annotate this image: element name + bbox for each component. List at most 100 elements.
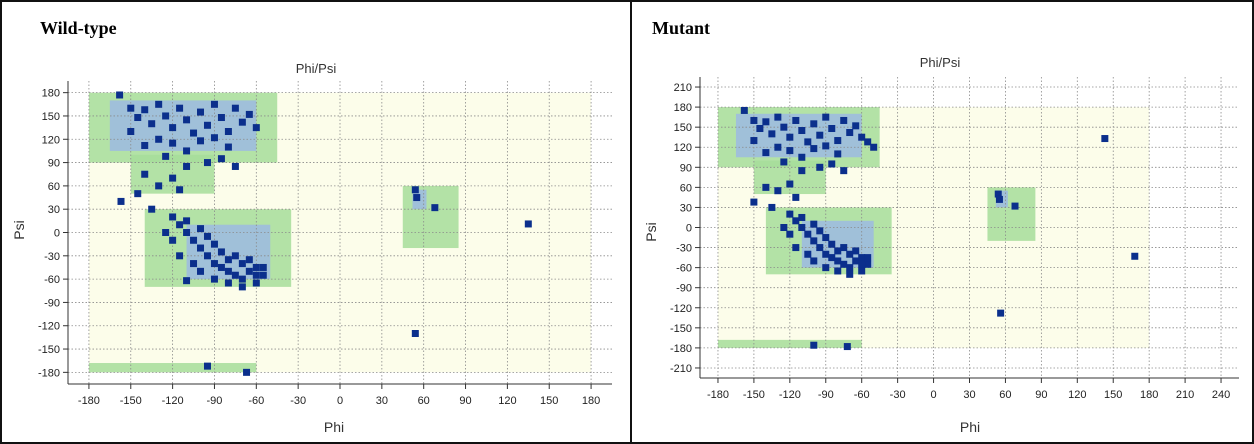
data-point (148, 120, 156, 128)
y-tick-label: 180 (674, 102, 692, 114)
y-tick-label: -150 (38, 344, 60, 356)
data-point (210, 240, 218, 248)
data-point (816, 244, 824, 252)
y-tick-label: -90 (676, 283, 692, 295)
x-tick-label: 90 (459, 395, 471, 407)
data-point (810, 220, 818, 228)
data-point (524, 220, 532, 228)
data-point (224, 279, 232, 287)
data-point (162, 152, 170, 160)
data-point (852, 257, 860, 265)
data-point (413, 194, 421, 202)
data-point (774, 187, 782, 195)
data-point (176, 252, 184, 260)
data-point (169, 174, 177, 182)
data-point (750, 198, 758, 206)
data-point (828, 240, 836, 248)
data-point (210, 275, 218, 283)
data-point (245, 267, 253, 275)
data-point (834, 267, 842, 275)
data-point (822, 234, 830, 242)
data-point (750, 137, 758, 145)
y-tick-label: -30 (676, 243, 692, 255)
data-point (762, 118, 770, 126)
data-point (858, 260, 866, 268)
data-points (740, 106, 1139, 351)
data-point (822, 264, 830, 272)
data-point (786, 180, 794, 188)
x-tick-label: -120 (162, 395, 184, 407)
data-point (224, 143, 232, 151)
y-tick-label: 60 (680, 182, 692, 194)
data-point (834, 137, 842, 145)
data-point (148, 205, 156, 213)
data-point (834, 257, 842, 265)
data-point (995, 195, 1003, 203)
data-point (231, 271, 239, 279)
x-tick-label: -90 (207, 395, 223, 407)
data-point (259, 271, 267, 279)
x-tick-label: -90 (818, 389, 834, 401)
data-point (1101, 135, 1109, 143)
data-point (997, 309, 1005, 317)
data-point (197, 244, 205, 252)
y-tick-label: 180 (42, 88, 60, 100)
data-point (231, 162, 239, 170)
data-point (810, 341, 818, 349)
data-point (155, 100, 163, 108)
y-tick-label: 210 (674, 82, 692, 94)
data-point (786, 230, 794, 238)
y-tick-label: 90 (680, 162, 692, 174)
data-point (259, 263, 267, 271)
data-point (431, 204, 439, 212)
data-point (828, 254, 836, 262)
y-tick-label: -120 (670, 303, 692, 315)
data-point (245, 256, 253, 264)
y-tick-label: -60 (676, 263, 692, 275)
data-point (756, 125, 764, 133)
data-point (176, 221, 184, 229)
chart-title: Phi/Psi (296, 61, 337, 76)
mutant-panel: Mutant Phi/Psi Phi Psi -180 -150 -120 -90 -6… (643, 18, 1239, 435)
x-axis-label: Phi (960, 419, 980, 435)
x-tick-label: 150 (540, 395, 558, 407)
data-point (217, 155, 225, 163)
data-point (846, 270, 854, 278)
y-tick-label: 150 (674, 122, 692, 134)
y-tick-label: -180 (670, 343, 692, 355)
x-tick-label: 30 (963, 389, 975, 401)
data-point (162, 112, 170, 120)
data-point (162, 229, 170, 236)
x-tick-label: 180 (582, 395, 600, 407)
data-point (224, 267, 232, 275)
data-point (798, 127, 806, 135)
data-point (740, 106, 748, 114)
x-tick-label: -30 (290, 395, 306, 407)
data-point (804, 138, 812, 146)
data-point (169, 236, 177, 244)
x-tick-label: 180 (1140, 389, 1158, 401)
x-tick-label: -150 (120, 395, 142, 407)
data-point (203, 252, 211, 260)
data-point (822, 142, 830, 150)
data-point (864, 254, 872, 262)
x-tick-label: -180 (707, 389, 729, 401)
data-point (846, 129, 854, 137)
data-point (245, 110, 253, 118)
x-tick-label: 120 (1068, 389, 1086, 401)
data-point (843, 343, 851, 351)
data-point (224, 128, 232, 135)
data-point (217, 263, 225, 271)
y-tick-label: -150 (670, 323, 692, 335)
data-point (155, 135, 163, 143)
x-tick-label: -60 (248, 395, 264, 407)
data-point (750, 116, 758, 124)
x-tick-label: 240 (1212, 389, 1230, 401)
data-point (798, 167, 806, 175)
data-point (252, 263, 260, 271)
data-point (134, 190, 142, 198)
data-point (798, 224, 806, 231)
data-point (994, 190, 1002, 198)
data-point (792, 217, 800, 225)
data-point (816, 131, 824, 139)
